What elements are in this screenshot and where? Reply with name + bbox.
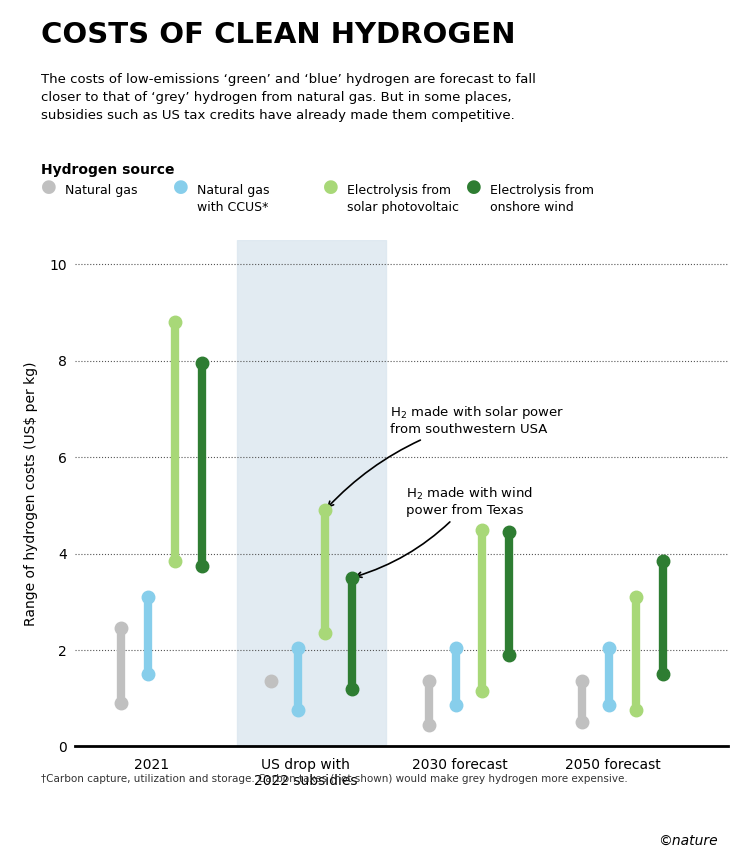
Bar [237,240,387,746]
Text: ●: ● [41,178,57,196]
Text: ●: ● [173,178,189,196]
Text: ●: ● [323,178,339,196]
Text: Natural gas
with CCUS*: Natural gas with CCUS* [197,184,270,214]
Text: Natural gas: Natural gas [65,184,138,196]
Text: Electrolysis from
solar photovoltaic: Electrolysis from solar photovoltaic [347,184,459,214]
Text: †Carbon capture, utilization and storage. Carbon taxes (not shown) would make gr: †Carbon capture, utilization and storage… [41,774,628,784]
Text: ©nature: ©nature [658,834,717,848]
Text: Electrolysis from
onshore wind: Electrolysis from onshore wind [490,184,593,214]
Y-axis label: Range of hydrogen costs (US$ per kg): Range of hydrogen costs (US$ per kg) [24,361,38,625]
Text: The costs of low-emissions ‘green’ and ‘blue’ hydrogen are forecast to fall
clos: The costs of low-emissions ‘green’ and ‘… [41,73,536,122]
Text: Hydrogen source: Hydrogen source [41,163,175,177]
Text: H$_2$ made with solar power
from southwestern USA: H$_2$ made with solar power from southwe… [328,404,565,507]
Text: COSTS OF CLEAN HYDROGEN: COSTS OF CLEAN HYDROGEN [41,21,516,50]
Text: ●: ● [466,178,481,196]
Text: H$_2$ made with wind
power from Texas: H$_2$ made with wind power from Texas [356,486,532,577]
